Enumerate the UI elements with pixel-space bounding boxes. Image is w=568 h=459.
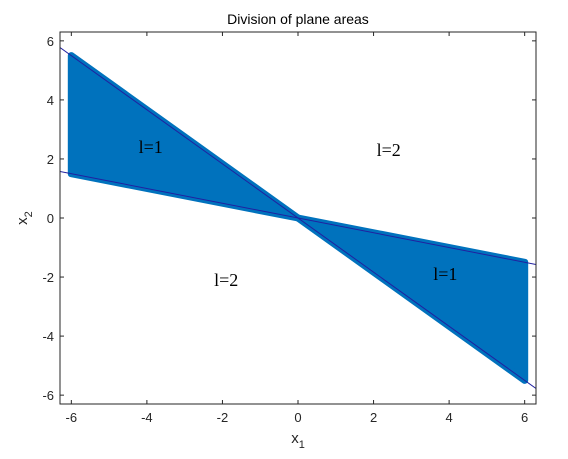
x-axis-label-base: x <box>291 430 299 447</box>
y-tick-label: -2 <box>42 270 54 285</box>
boundary-lines-layer <box>60 47 536 389</box>
x-tick-label: 2 <box>370 410 377 425</box>
x-axis-label: x1 <box>291 430 305 451</box>
x-tick-label: -2 <box>217 410 229 425</box>
y-tick-label: -4 <box>42 329 54 344</box>
region-label-4: l=1 <box>433 264 457 284</box>
region-label-1: l=1 <box>139 137 163 157</box>
y-tick-label: 2 <box>47 152 54 167</box>
chart-title: Division of plane areas <box>227 11 369 27</box>
x-tick-label: 0 <box>294 410 301 425</box>
y-tick-label: 0 <box>47 211 54 226</box>
boundary-line-2 <box>60 47 536 389</box>
y-tick-label: -6 <box>42 388 54 403</box>
y-tick-label: 4 <box>47 93 54 108</box>
y-tick-label: 6 <box>47 34 54 49</box>
y-axis-label: x2 <box>14 211 35 225</box>
x-tick-label: 6 <box>521 410 528 425</box>
annotations-layer: l=1 l=2 l=2 l=1 <box>139 137 458 290</box>
ticks-layer: -6 -4 -2 0 2 4 6 -6 -4 -2 0 2 4 6 <box>42 32 536 425</box>
y-axis-label-subscript: 2 <box>23 211 35 217</box>
y-axis-label-base: x <box>14 217 31 225</box>
x-axis-label-subscript: 1 <box>299 439 305 451</box>
region-label-3: l=2 <box>214 270 238 290</box>
region-label-2: l=2 <box>377 140 401 160</box>
x-tick-label: 4 <box>445 410 452 425</box>
x-tick-label: -4 <box>141 410 153 425</box>
plot-area <box>60 47 536 389</box>
x-tick-label: -6 <box>66 410 78 425</box>
